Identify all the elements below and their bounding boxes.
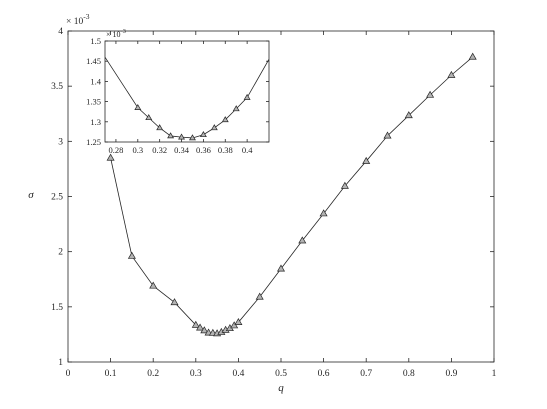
main-x-tick-label: 0.8 bbox=[403, 369, 415, 379]
main-y-tick-label: 2.5 bbox=[51, 193, 63, 203]
inset-y-tick-label: 1.4 bbox=[90, 76, 101, 86]
main-data-point bbox=[468, 52, 477, 60]
inset-x-tick-label: 0.32 bbox=[152, 145, 167, 155]
main-x-tick-label: 0.3 bbox=[190, 369, 202, 379]
main-x-tick-label: 0.1 bbox=[105, 369, 117, 379]
inset-data-point bbox=[178, 133, 185, 140]
inset-x-tick-label: 0.3 bbox=[132, 145, 143, 155]
main-y-tick-label: 2 bbox=[58, 248, 63, 258]
main-x-tick-label: 0.6 bbox=[318, 369, 330, 379]
main-data-point bbox=[276, 264, 286, 272]
main-data-point bbox=[234, 317, 243, 325]
inset-ticks: 0.28 0.3 0.32 0.34 0.36 0.38 0.4 1.25 1.3 1.35 1.4… bbox=[86, 36, 269, 155]
main-x-tick-label: 0.2 bbox=[147, 369, 159, 379]
main-x-tick-label: 0.7 bbox=[360, 369, 372, 379]
inset-data-point bbox=[134, 103, 142, 110]
main-series-markers bbox=[106, 52, 477, 337]
inset-y-tick-label: 1.3 bbox=[90, 117, 101, 127]
main-data-point bbox=[200, 326, 209, 334]
main-data-point bbox=[404, 111, 413, 119]
inset-data-point bbox=[221, 116, 229, 123]
main-x-tick-label: 0 bbox=[66, 369, 71, 379]
main-data-point bbox=[447, 70, 456, 78]
main-x-tick-label: 0.5 bbox=[275, 369, 287, 379]
main-data-point bbox=[191, 320, 200, 328]
inset-plot-box bbox=[104, 40, 270, 143]
main-data-point bbox=[340, 181, 349, 189]
main-y-tick-label: 1.5 bbox=[51, 303, 63, 313]
main-data-point bbox=[362, 156, 371, 164]
inset-data-point bbox=[210, 124, 218, 131]
inset-x-tick-label: 0.28 bbox=[108, 145, 123, 155]
main-data-point bbox=[149, 281, 158, 289]
main-y-multiplier: × 10-3 bbox=[66, 12, 90, 27]
inset-y-multiplier: × 10-3 bbox=[106, 28, 126, 39]
main-y-tick-label: 4 bbox=[58, 27, 63, 37]
inset-y-tick-label: 1.35 bbox=[86, 97, 101, 107]
x-axis-label: q bbox=[278, 382, 284, 394]
inset-data-point bbox=[189, 134, 196, 141]
main-y-tick-label: 1 bbox=[58, 358, 63, 368]
main-x-tick-label: 0.4 bbox=[232, 369, 244, 379]
inset-plot: 0.28 0.3 0.32 0.34 0.36 0.38 0.4 1.25 1.3 1.35 1.4… bbox=[86, 28, 270, 155]
main-data-point bbox=[255, 292, 264, 300]
main-data-point bbox=[196, 323, 205, 331]
main-data-point bbox=[127, 251, 136, 259]
inset-x-tick-label: 0.34 bbox=[174, 145, 190, 155]
main-data-point bbox=[170, 298, 179, 306]
main-y-tick-label: 3.5 bbox=[51, 82, 63, 92]
main-x-tick-label: 0.9 bbox=[445, 369, 457, 379]
inset-data-point bbox=[232, 105, 240, 112]
inset-y-tick-label: 1.25 bbox=[86, 137, 101, 147]
y-axis-label: σ bbox=[28, 189, 34, 201]
main-data-point bbox=[319, 209, 328, 217]
main-y-tick-label: 3 bbox=[58, 137, 63, 147]
inset-data-point bbox=[167, 132, 175, 139]
inset-y-tick-label: 1.45 bbox=[86, 56, 101, 66]
inset-series-markers bbox=[134, 93, 251, 141]
main-x-tick-label: 1 bbox=[492, 369, 497, 379]
inset-x-tick-label: 0.36 bbox=[196, 145, 211, 155]
main-data-point bbox=[106, 153, 115, 161]
main-data-point bbox=[383, 131, 392, 139]
inset-data-point bbox=[243, 93, 251, 100]
inset-x-tick-label: 0.38 bbox=[218, 145, 233, 155]
main-data-point bbox=[298, 236, 307, 244]
inset-data-point bbox=[156, 124, 164, 131]
inset-x-tick-label: 0.4 bbox=[242, 145, 253, 155]
main-data-point bbox=[426, 90, 435, 98]
main-ticks: 0 0.1 0.2 0.3 0.4 0.5 0.6 0.7 0.8 0.9 1 1 1.5 2 2.5 3 3.… bbox=[51, 27, 497, 379]
inset-data-point bbox=[145, 114, 153, 121]
inset-y-tick-label: 1.5 bbox=[90, 36, 101, 46]
inset-data-point bbox=[199, 131, 207, 138]
